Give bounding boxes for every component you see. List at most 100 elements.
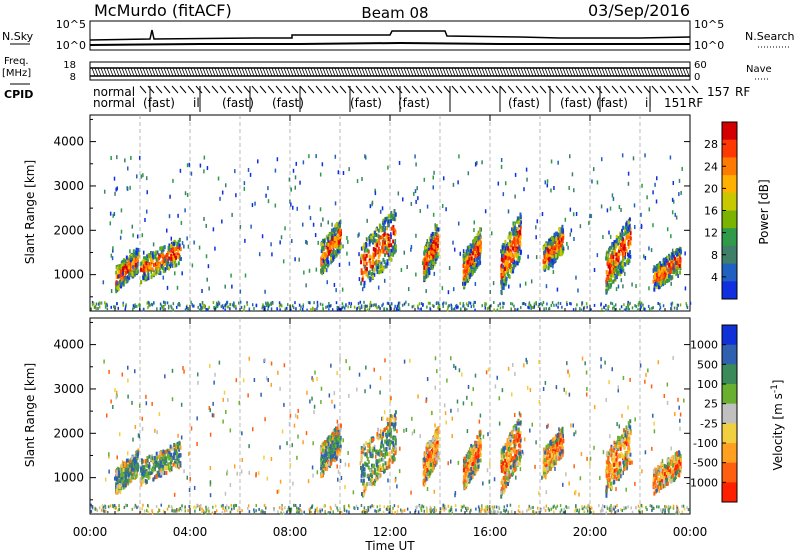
data-point bbox=[145, 479, 148, 484]
data-point bbox=[326, 305, 329, 309]
data-point bbox=[106, 308, 109, 312]
data-point bbox=[517, 249, 520, 254]
data-point bbox=[133, 462, 136, 467]
data-point bbox=[462, 304, 464, 308]
data-point bbox=[679, 303, 682, 307]
data-point bbox=[653, 271, 656, 276]
data-point bbox=[605, 289, 608, 294]
cpid-mark bbox=[155, 85, 163, 94]
data-point bbox=[417, 306, 419, 310]
data-point bbox=[394, 246, 397, 251]
data-point bbox=[551, 255, 554, 260]
freq-nave-mark bbox=[502, 67, 507, 77]
data-point bbox=[142, 173, 144, 178]
data-point bbox=[374, 252, 377, 257]
freq-nave-mark bbox=[184, 67, 189, 77]
data-point bbox=[368, 254, 371, 259]
data-point bbox=[162, 262, 165, 267]
data-point bbox=[614, 276, 617, 281]
data-point bbox=[502, 254, 505, 259]
data-point bbox=[615, 257, 618, 262]
data-point bbox=[332, 227, 335, 232]
data-point bbox=[546, 183, 549, 188]
cpid-mark bbox=[179, 85, 187, 94]
data-point bbox=[330, 256, 333, 261]
data-point bbox=[627, 220, 630, 225]
data-point bbox=[382, 218, 385, 223]
y-tick-label: 3000 bbox=[53, 179, 84, 193]
data-point bbox=[621, 262, 624, 267]
data-point bbox=[124, 305, 127, 309]
data-point bbox=[436, 427, 439, 432]
data-point bbox=[627, 304, 630, 308]
data-point bbox=[553, 258, 556, 263]
data-point bbox=[321, 469, 324, 474]
data-point bbox=[148, 466, 151, 471]
data-point bbox=[366, 463, 369, 468]
data-point bbox=[115, 488, 118, 493]
data-point bbox=[610, 265, 613, 270]
cpid-mark bbox=[427, 85, 435, 94]
data-point bbox=[375, 476, 378, 481]
data-point bbox=[581, 301, 584, 305]
data-point bbox=[231, 212, 233, 217]
data-point bbox=[475, 248, 478, 253]
data-point bbox=[501, 268, 504, 273]
data-point bbox=[375, 249, 378, 254]
data-point bbox=[666, 256, 669, 261]
data-point bbox=[423, 259, 426, 264]
data-point bbox=[670, 302, 673, 306]
data-point bbox=[462, 257, 465, 262]
data-point bbox=[369, 204, 372, 209]
data-point bbox=[331, 439, 334, 444]
data-point bbox=[478, 240, 481, 245]
data-point bbox=[519, 240, 522, 245]
data-point bbox=[666, 275, 669, 280]
data-point bbox=[545, 253, 548, 258]
colorbar-tick-label: 8 bbox=[711, 249, 718, 262]
data-point bbox=[388, 463, 391, 468]
cpid-mark bbox=[419, 85, 427, 94]
data-point bbox=[326, 236, 329, 241]
data-point bbox=[278, 301, 281, 305]
data-point bbox=[159, 246, 162, 251]
data-point bbox=[376, 259, 379, 264]
data-point bbox=[553, 303, 555, 307]
data-point bbox=[112, 246, 114, 251]
data-point bbox=[560, 244, 563, 249]
data-point bbox=[615, 238, 618, 243]
freq-nave-mark bbox=[556, 67, 561, 77]
data-point bbox=[137, 262, 139, 267]
data-point bbox=[607, 275, 610, 280]
power-y-axis-label: Slant Range [km] bbox=[23, 160, 37, 264]
data-point bbox=[383, 447, 386, 452]
data-point bbox=[145, 176, 148, 181]
data-point bbox=[172, 178, 174, 183]
data-point bbox=[344, 306, 346, 310]
data-point bbox=[198, 308, 201, 312]
data-point bbox=[377, 234, 380, 239]
cpid-mark bbox=[547, 85, 555, 94]
data-point bbox=[336, 445, 339, 450]
data-point bbox=[390, 213, 393, 218]
data-point bbox=[146, 455, 149, 460]
data-point bbox=[201, 288, 203, 293]
freq-nave-mark bbox=[127, 67, 132, 77]
data-point bbox=[550, 303, 553, 307]
data-point bbox=[118, 489, 121, 494]
data-point bbox=[167, 266, 170, 271]
data-point bbox=[626, 257, 629, 262]
cpid-mode-label: (fast) bbox=[596, 96, 628, 110]
data-point bbox=[322, 307, 325, 311]
data-point bbox=[116, 484, 119, 489]
data-point bbox=[514, 194, 516, 199]
data-point bbox=[382, 443, 385, 448]
data-point bbox=[644, 153, 646, 158]
data-point bbox=[358, 305, 360, 309]
data-point bbox=[221, 190, 224, 195]
data-point bbox=[383, 307, 385, 311]
cpid-mark bbox=[411, 85, 419, 94]
data-point bbox=[527, 254, 529, 259]
data-point bbox=[91, 300, 94, 304]
data-point bbox=[679, 249, 682, 254]
